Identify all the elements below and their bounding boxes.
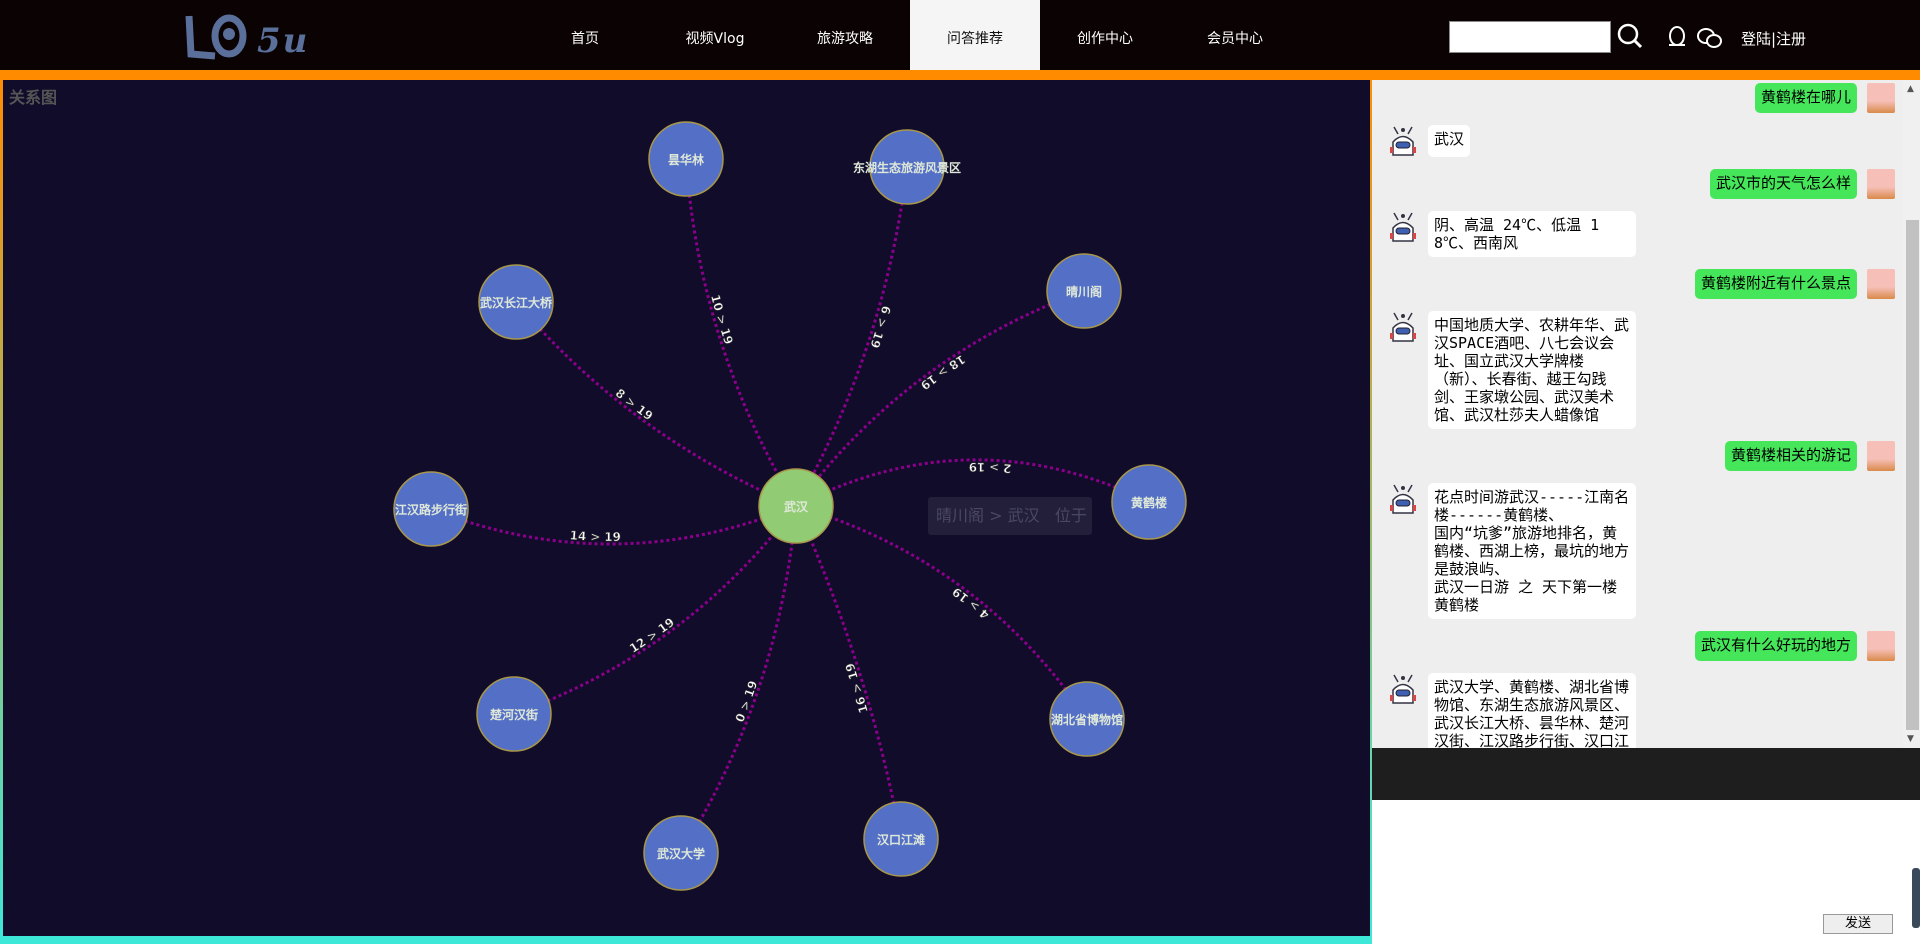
bot-message: 武汉	[1372, 125, 1903, 157]
robot-avatar-icon	[1388, 125, 1418, 157]
message-bubble: 武汉大学、黄鹤楼、湖北省博物馆、东湖生态旅游风景区、武汉长江大桥、昙华林、楚河汉…	[1428, 673, 1636, 748]
edge-label: 18 > 19	[918, 352, 968, 393]
graph-center-node[interactable]	[758, 468, 834, 544]
message-bubble: 黄鹤楼附近有什么景点	[1694, 269, 1857, 299]
graph-node[interactable]	[643, 815, 719, 891]
node-label: 楚河汉街	[489, 707, 538, 722]
top-nav-bar: 5u 首页 视频Vlog 旅游攻略 问答推荐 创作中心 会员中心 登陆|注册	[0, 0, 1920, 70]
nav-creation-center[interactable]: 创作中心	[1077, 31, 1133, 47]
message-bubble: 中国地质大学、农耕年华、武汉SPACE酒吧、八七会议会址、国立武汉大学牌楼（新）…	[1428, 311, 1636, 429]
graph-node[interactable]	[863, 801, 939, 877]
chat-messages: 黄鹤楼在哪儿武汉武汉市的天气怎么样阴、高温 24℃、低温 18℃、西南风黄鹤楼附…	[1372, 80, 1903, 748]
send-button[interactable]: 发送	[1823, 914, 1893, 934]
graph-edge[interactable]	[794, 166, 909, 507]
node-label: 湖北省博物馆	[1051, 712, 1123, 727]
graph-node[interactable]	[476, 676, 552, 752]
graph-node[interactable]	[1111, 464, 1187, 540]
node-label: 武汉长江大桥	[480, 295, 553, 310]
node-label: 武汉	[784, 499, 809, 514]
graph-edge[interactable]	[794, 289, 1085, 507]
edge-label: 14 > 19	[569, 528, 621, 544]
edge-label: 0 > 19	[733, 679, 761, 724]
node-label: 晴川阁	[1066, 284, 1102, 299]
graph-title: 关系图	[9, 88, 58, 107]
node-label: 江汉路步行街	[395, 502, 467, 517]
user-message: 武汉市的天气怎么样	[1372, 169, 1903, 199]
edge-label: 10 > 19	[708, 293, 736, 346]
nav-qa-recommend[interactable]: 问答推荐	[910, 0, 1040, 70]
edge-label: 4 > 19	[950, 584, 992, 622]
edge-label: 12 > 19	[627, 615, 677, 656]
robot-avatar-icon	[1388, 483, 1418, 515]
accent-bar	[0, 70, 1920, 80]
chat-scrollbar[interactable]: ▲ ▼	[1903, 80, 1920, 748]
graph-node[interactable]	[393, 471, 469, 547]
robot-avatar-icon	[1388, 673, 1418, 705]
message-bubble: 黄鹤楼在哪儿	[1754, 83, 1857, 113]
scrollbar-thumb[interactable]	[1906, 220, 1919, 730]
nav-member-center[interactable]: 会员中心	[1207, 31, 1263, 47]
graph-node[interactable]	[478, 264, 554, 340]
bot-message: 阴、高温 24℃、低温 18℃、西南风	[1372, 211, 1903, 257]
bot-message: 武汉大学、黄鹤楼、湖北省博物馆、东湖生态旅游风景区、武汉长江大桥、昙华林、楚河汉…	[1372, 673, 1903, 748]
scroll-up-icon[interactable]: ▲	[1907, 84, 1914, 94]
message-bubble: 武汉市的天气怎么样	[1709, 169, 1857, 199]
nav-travel-guide[interactable]: 旅游攻略	[817, 31, 873, 47]
edge-label: 16 > 19	[843, 661, 871, 715]
message-bubble: 阴、高温 24℃、低温 18℃、西南风	[1428, 211, 1636, 257]
side-widget[interactable]	[1912, 868, 1920, 928]
graph-edge[interactable]	[795, 504, 1089, 720]
user-avatar	[1867, 441, 1895, 471]
edge-label: 8 > 19	[613, 386, 656, 423]
graph-node[interactable]	[648, 121, 724, 197]
user-message: 黄鹤楼在哪儿	[1372, 83, 1903, 113]
relation-graph-panel: 关系图 10 > 19 6 > 19 18 > 19 8 > 19 14 > 19 2 >…	[0, 80, 1372, 944]
chat-panel: 黄鹤楼在哪儿武汉武汉市的天气怎么样阴、高温 24℃、低温 18℃、西南风黄鹤楼附…	[1372, 80, 1920, 944]
node-label: 黄鹤楼	[1131, 495, 1167, 510]
relation-graph[interactable]: 10 > 19 6 > 19 18 > 19 8 > 19 14 > 19 2 > 19 1…	[0, 0, 1372, 944]
message-bubble: 武汉	[1428, 125, 1471, 157]
user-message: 黄鹤楼相关的游记	[1372, 441, 1903, 471]
node-label: 东湖生态旅游风景区	[853, 160, 961, 175]
graph-edge[interactable]	[794, 505, 903, 840]
chat-toolbar	[1372, 748, 1920, 800]
nav-home[interactable]: 首页	[571, 31, 599, 47]
graph-edge[interactable]	[679, 505, 798, 854]
robot-avatar-icon	[1388, 211, 1418, 243]
login-register-link[interactable]: 登陆|注册	[1741, 30, 1807, 48]
node-label: 武汉大学	[657, 846, 705, 861]
user-avatar	[1867, 169, 1895, 199]
nav-video-vlog[interactable]: 视频Vlog	[685, 31, 745, 47]
graph-tooltip: 晴川阁 > 武汉 位于	[928, 497, 1092, 535]
node-label: 汉口江滩	[877, 832, 925, 847]
graph-edge[interactable]	[684, 158, 798, 507]
qq-icon[interactable]	[1666, 25, 1688, 55]
edge-label: 2 > 19	[969, 460, 1012, 476]
bot-message: 中国地质大学、农耕年华、武汉SPACE酒吧、八七会议会址、国立武汉大学牌楼（新）…	[1372, 311, 1903, 429]
edge-label: 6 > 19	[867, 304, 893, 350]
site-logo[interactable]: 5u	[185, 8, 315, 62]
graph-edge[interactable]	[513, 505, 798, 716]
svg-text:5u: 5u	[257, 21, 309, 61]
graph-edge[interactable]	[514, 301, 797, 508]
search-input[interactable]	[1449, 21, 1611, 53]
message-bubble: 花点时间游武汉-----江南名楼------黄鹤楼、 国内“坑爹”旅游地排名，黄…	[1428, 483, 1636, 619]
robot-avatar-icon	[1388, 311, 1418, 343]
user-message: 黄鹤楼附近有什么景点	[1372, 269, 1903, 299]
graph-node[interactable]	[1046, 253, 1122, 329]
search-icon[interactable]	[1616, 22, 1644, 56]
bot-message: 花点时间游武汉-----江南名楼------黄鹤楼、 国内“坑爹”旅游地排名，黄…	[1372, 483, 1903, 619]
node-label: 昙华林	[668, 152, 704, 167]
graph-node[interactable]	[869, 129, 945, 205]
scroll-down-icon[interactable]: ▼	[1907, 734, 1914, 744]
wechat-icon[interactable]	[1696, 26, 1724, 56]
graph-node[interactable]	[1049, 681, 1125, 757]
user-avatar	[1867, 269, 1895, 299]
user-avatar	[1867, 631, 1895, 661]
graph-edge[interactable]	[430, 504, 797, 546]
user-message: 武汉有什么好玩的地方	[1372, 631, 1903, 661]
user-avatar	[1867, 83, 1895, 113]
message-bubble: 黄鹤楼相关的游记	[1724, 441, 1857, 471]
message-bubble: 武汉有什么好玩的地方	[1694, 631, 1857, 661]
